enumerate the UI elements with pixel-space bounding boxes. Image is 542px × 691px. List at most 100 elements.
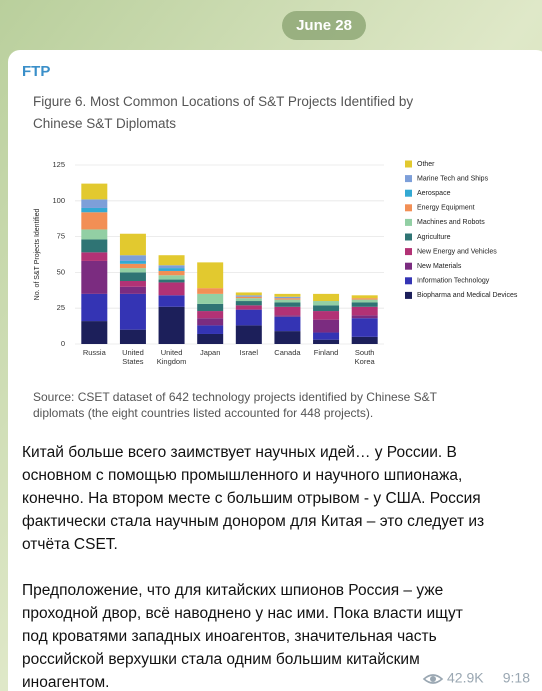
bar-segment [351, 295, 378, 299]
post-line: Китай больше всего заимствует научных ид… [22, 444, 457, 461]
legend-label: Marine Tech and Ships [417, 175, 489, 182]
bar-segment [235, 325, 262, 344]
bar-segment [197, 318, 224, 326]
bar-segment [197, 293, 224, 304]
bar-segment [197, 288, 224, 294]
bar-segment [197, 262, 224, 289]
bar-segment [274, 299, 301, 303]
y-tick-label: 100 [52, 196, 65, 205]
bar-segment [351, 315, 378, 319]
bar-segment [235, 298, 262, 302]
bar-segment [235, 309, 262, 326]
bar-segment [119, 286, 146, 294]
bar-segment [235, 295, 262, 297]
bar-segment [158, 275, 185, 280]
legend-label: Information Technology [417, 278, 490, 285]
legend-swatch [405, 277, 412, 285]
legend-label: Machines and Robots [417, 219, 485, 226]
bar-segment [81, 229, 108, 240]
bar-segment [313, 311, 340, 320]
legend-label: New Energy and Vehicles [417, 248, 497, 255]
y-axis-label: No. of S&T Projects Identified [34, 209, 41, 301]
chart-source: Source: CSET dataset of 642 technology p… [33, 390, 438, 420]
bar-segment [235, 305, 262, 310]
bar-segment [197, 303, 224, 312]
legend-swatch [405, 189, 412, 197]
post-line: фактически стала научным донором для Кит… [22, 513, 484, 530]
bar-segment [119, 272, 146, 281]
bar-segment [274, 315, 301, 317]
bar-segment [351, 299, 378, 303]
bar-segment [197, 311, 224, 319]
bar-segment [81, 293, 108, 322]
legend-label: Aerospace [417, 190, 451, 197]
y-tick-label: 0 [61, 339, 65, 348]
bar-segment [274, 296, 301, 299]
bar-segment [158, 306, 185, 344]
bar-segment [119, 255, 146, 261]
bar-segment [274, 331, 301, 344]
legend-swatch [405, 262, 412, 270]
x-tick-label: United Kingdom [157, 348, 187, 366]
legend-label: Biopharma and Medical Devices [417, 292, 518, 299]
bar-segment [351, 318, 378, 337]
legend-label: Agriculture [417, 234, 451, 241]
legend-swatch [405, 204, 412, 212]
bar-segment [81, 183, 108, 200]
legend-swatch [405, 160, 412, 168]
bar-segment [119, 268, 146, 273]
bar-segment [274, 293, 301, 297]
post-line: российской верхушки стала одним большим … [22, 651, 420, 668]
bar-segment [158, 295, 185, 307]
bar-segment [313, 305, 340, 312]
bar-segment [81, 199, 108, 208]
post-line: иноагентом. [22, 674, 109, 691]
bar-segment [313, 339, 340, 344]
bar-segment [351, 336, 378, 344]
bar-segment [313, 301, 340, 306]
x-tick-label: Finland [314, 348, 339, 357]
bar-segment [119, 260, 146, 264]
bar-segment [235, 292, 262, 296]
bar-segment [235, 301, 262, 306]
post-line: конечно. На втором месте с большим отрыв… [22, 490, 481, 507]
post-line: проходной двор, всё наводнено у нас ими.… [22, 605, 463, 622]
legend-swatch [405, 233, 412, 241]
bar-segment [274, 316, 301, 332]
bar-segment [81, 207, 108, 213]
y-tick-label: 50 [57, 267, 65, 276]
channel-name[interactable]: FTP [22, 63, 50, 80]
bar-segment [119, 293, 146, 330]
post-line: основном с помощью промышленного и научн… [22, 467, 462, 484]
y-tick-label: 25 [57, 303, 65, 312]
x-tick-label: Israel [240, 348, 259, 357]
chart-image[interactable]: Figure 6. Most Common Locations of S&T P… [33, 94, 518, 421]
legend-swatch [405, 248, 412, 256]
bar-segment [81, 260, 108, 294]
bar-segment [197, 325, 224, 334]
views-icon [422, 674, 444, 684]
date-pill [282, 11, 366, 40]
bar-segment [158, 270, 185, 276]
time: 9:18 [503, 670, 530, 686]
bar-segment [274, 302, 301, 307]
bar-segment [274, 298, 301, 300]
bar-segment [158, 255, 185, 266]
bar-segment [158, 282, 185, 296]
bar-segment [351, 298, 378, 300]
legend-swatch [405, 175, 412, 183]
bar-segment [81, 321, 108, 344]
bar-segment [313, 293, 340, 302]
bar-segment [81, 239, 108, 253]
bar-segment [313, 332, 340, 340]
post-line: Предположение, что для китайских шпионов… [22, 582, 443, 599]
bar-segment [158, 279, 185, 283]
bar-segment [119, 233, 146, 256]
legend-label: New Materials [417, 263, 462, 270]
bar-segment [81, 252, 108, 261]
post-line: отчёта CSET. [22, 536, 118, 553]
bar-segment [274, 306, 301, 316]
views: 42.9K [447, 670, 484, 686]
